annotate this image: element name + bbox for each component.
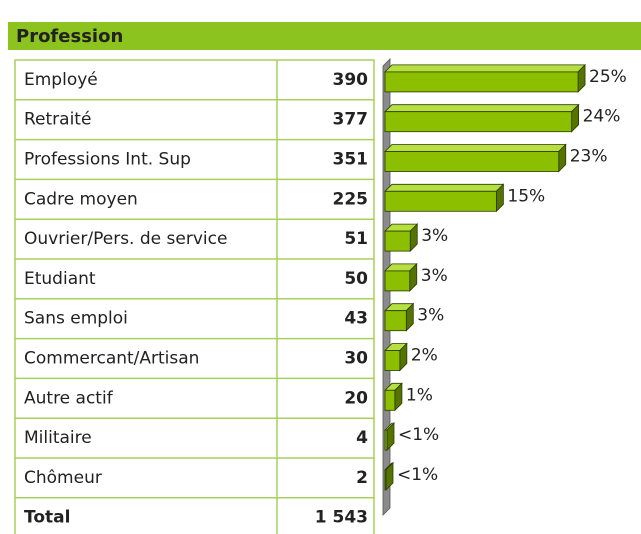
count-value: 377: [333, 110, 369, 130]
bar: [384, 103, 580, 133]
count-value: 50: [344, 269, 368, 289]
bar: [384, 63, 587, 93]
bar-front: [384, 151, 560, 172]
percent-label: 23%: [570, 147, 608, 167]
bar: [384, 262, 418, 292]
total-label: Total: [24, 508, 70, 528]
bar-front: [384, 230, 411, 252]
category-label: Employé: [24, 70, 98, 90]
count-value: 51: [344, 229, 368, 249]
category-label: Chômeur: [24, 468, 102, 488]
header-bar: [8, 22, 641, 50]
category-label: Etudiant: [24, 269, 96, 289]
percent-label: 2%: [411, 346, 438, 366]
bar-front: [384, 429, 388, 451]
chart-title: Profession: [16, 26, 123, 47]
percent-label: 3%: [421, 266, 448, 286]
category-label: Cadre moyen: [24, 189, 138, 209]
count-value: 4: [356, 428, 368, 448]
bar-front: [384, 71, 579, 93]
bar-front: [384, 310, 407, 332]
category-label: Sans emploi: [24, 309, 128, 329]
percent-label: <1%: [398, 425, 439, 445]
percent-label: 1%: [406, 385, 433, 405]
percent-label: 3%: [421, 226, 448, 246]
percent-label: 15%: [507, 186, 545, 206]
category-label: Retraité: [24, 110, 91, 130]
count-value: 43: [344, 309, 368, 329]
bar-top: [384, 183, 505, 192]
bar-top: [384, 104, 580, 113]
bar: [384, 302, 415, 332]
bar-front: [384, 111, 573, 133]
count-value: 30: [344, 349, 368, 369]
count-value: 2: [356, 468, 368, 488]
category-label: Professions Int. Sup: [24, 150, 191, 170]
table-border: [14, 59, 375, 534]
percent-label: 3%: [417, 306, 444, 326]
bar-front: [384, 350, 401, 371]
bar: [384, 143, 567, 173]
category-label: Autre actif: [24, 388, 114, 408]
category-label: Militaire: [24, 428, 92, 448]
bar: [384, 223, 419, 253]
bar: [384, 422, 395, 452]
total-value: 1 543: [315, 508, 368, 528]
category-label: Ouvrier/Pers. de service: [24, 229, 227, 249]
category-label: Commercant/Artisan: [24, 349, 199, 369]
bar: [384, 342, 408, 372]
percent-label: 25%: [589, 67, 627, 87]
bar: [384, 461, 394, 491]
count-value: 20: [344, 388, 368, 408]
count-value: 225: [333, 189, 369, 209]
bar-front: [384, 270, 411, 292]
bar-top: [384, 144, 567, 152]
bar-top: [384, 64, 587, 73]
bar: [384, 183, 505, 213]
bar-front: [384, 469, 387, 491]
percent-label: 24%: [583, 107, 621, 127]
bar-front: [384, 190, 497, 212]
count-value: 390: [333, 70, 369, 90]
count-value: 351: [333, 150, 369, 170]
percent-label: <1%: [397, 465, 438, 485]
bar: [384, 382, 403, 412]
bar-front: [384, 389, 396, 411]
